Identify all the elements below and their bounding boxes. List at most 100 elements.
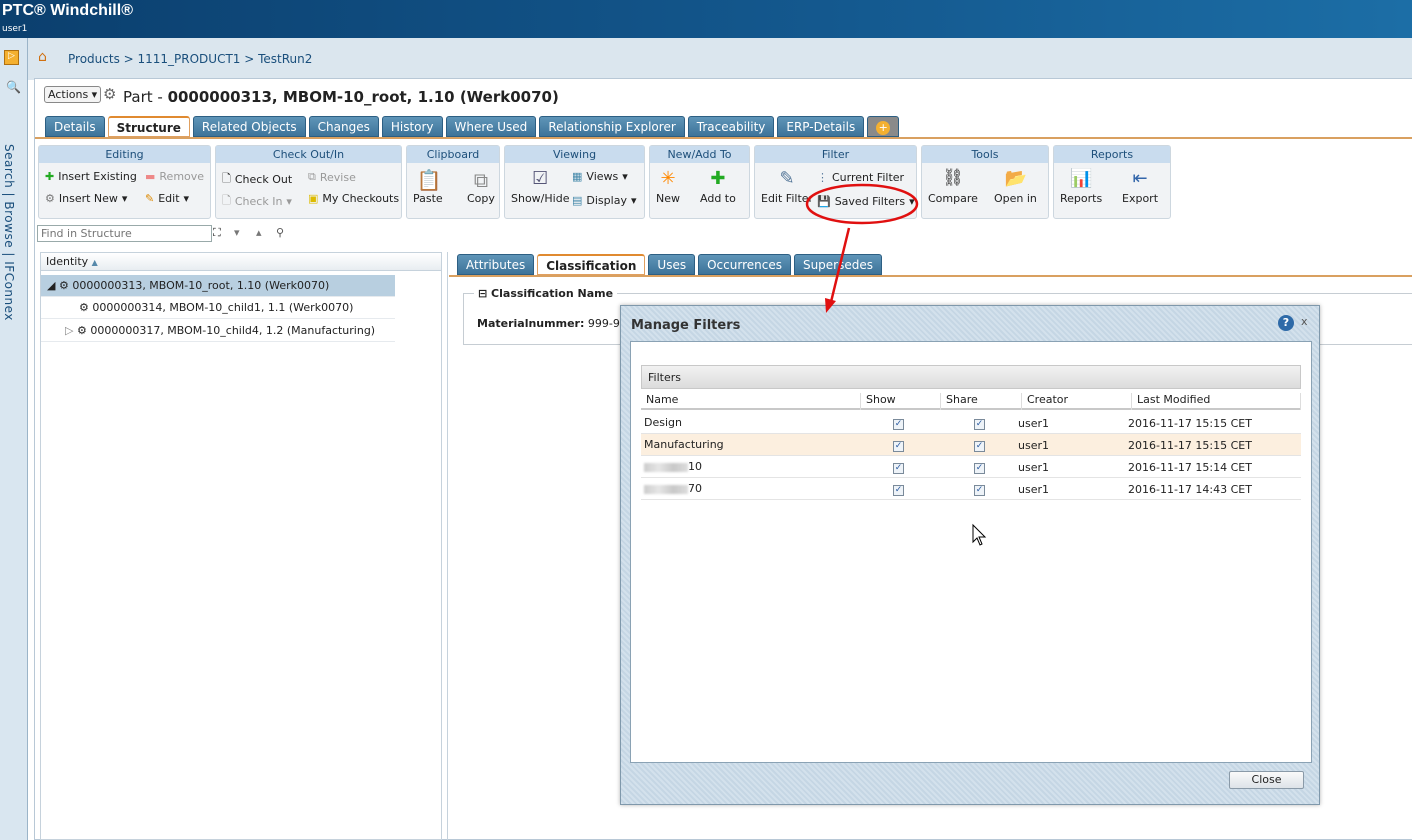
- checkout-group: Check Out/In 🗋 Check Out ⧉ Revise 🗋 Check I…: [215, 145, 402, 219]
- filter-name[interactable]: Design: [644, 416, 682, 429]
- tab-supersedes[interactable]: Supersedes: [793, 254, 882, 275]
- check-in-button[interactable]: 🗋 Check In ▾: [222, 192, 292, 211]
- classification-section-title[interactable]: ⊟ Classification Name: [474, 287, 618, 300]
- filter-show-checkbox[interactable]: ✓: [893, 485, 904, 496]
- binoculars-icon[interactable]: ⛶: [213, 226, 221, 239]
- current-filter-button[interactable]: ⋮ Current Filter: [817, 171, 904, 184]
- compare-button[interactable]: ⛓ Compare: [928, 168, 978, 205]
- user-name[interactable]: user1: [2, 24, 28, 34]
- find-previous-icon[interactable]: ▴: [256, 226, 262, 239]
- revise-button[interactable]: ⧉ Revise: [308, 170, 356, 184]
- paste-button[interactable]: 📋 Paste: [413, 168, 443, 205]
- label: Saved Filters: [834, 195, 906, 208]
- search-icon[interactable]: 🔍: [6, 80, 21, 94]
- tab-attributes[interactable]: Attributes: [457, 254, 535, 275]
- tab-classification[interactable]: Classification: [537, 254, 646, 275]
- find-next-icon[interactable]: ▾: [234, 226, 240, 239]
- column-header-show[interactable]: Show: [861, 393, 941, 410]
- new-button[interactable]: ✳ New: [656, 168, 680, 205]
- column-header-name[interactable]: Name: [641, 393, 861, 410]
- add-tab-button[interactable]: +: [867, 116, 900, 137]
- tab-details[interactable]: Details: [45, 116, 105, 137]
- open-in-button[interactable]: 📂 Open in: [994, 168, 1037, 205]
- brand-logo: PTC® Windchill®: [2, 2, 133, 19]
- filter-show-checkbox[interactable]: ✓: [893, 419, 904, 430]
- filter-share-checkbox[interactable]: ✓: [974, 419, 985, 430]
- actions-menu[interactable]: Actions ▾: [44, 86, 102, 103]
- filter-share-checkbox[interactable]: ✓: [974, 441, 985, 452]
- close-icon[interactable]: x: [1301, 315, 1308, 328]
- page-title: Part - 0000000313, MBOM-10_root, 1.10 (W…: [123, 88, 559, 106]
- column-header-share[interactable]: Share: [941, 393, 1022, 410]
- add-to-icon: ✚: [710, 168, 726, 189]
- tree-header[interactable]: Identity ▲: [41, 253, 441, 271]
- edit-button[interactable]: ✎ Edit ▾: [145, 192, 190, 205]
- add-to-button[interactable]: ✚ Add to: [700, 168, 736, 205]
- insert-existing-button[interactable]: ✚ Insert Existing: [45, 170, 137, 183]
- new-icon: ✳: [660, 168, 676, 189]
- tab-erp-details[interactable]: ERP-Details: [777, 116, 865, 137]
- column-header-last-modified[interactable]: Last Modified: [1132, 393, 1301, 410]
- expand-icon[interactable]: ▷: [65, 324, 74, 337]
- saved-filters-button[interactable]: 💾 Saved Filters ▾: [817, 195, 915, 208]
- tree-row[interactable]: ▷ ⚙ 0000000317, MBOM-10_child4, 1.2 (Man…: [41, 320, 395, 342]
- tab-structure[interactable]: Structure: [107, 116, 190, 137]
- find-in-structure-input[interactable]: [37, 225, 212, 242]
- filter-show-checkbox[interactable]: ✓: [893, 441, 904, 452]
- views-button[interactable]: ▦ Views ▾: [572, 170, 628, 183]
- display-button[interactable]: ▤ Display ▾: [572, 194, 637, 207]
- filter-name[interactable]: Manufacturing: [644, 438, 724, 451]
- revise-icon: ⧉: [308, 170, 316, 183]
- export-button[interactable]: ⇤ Export: [1122, 168, 1158, 205]
- home-icon[interactable]: ⌂: [38, 49, 47, 65]
- filter-last-modified: 2016-11-17 14:43 CET: [1128, 483, 1252, 496]
- pencil-icon: ✎: [145, 192, 155, 205]
- tree-row[interactable]: ◢ ⚙ 0000000313, MBOM-10_root, 1.10 (Werk…: [41, 275, 395, 297]
- insert-new-button[interactable]: ⚙ Insert New ▾: [45, 192, 128, 205]
- tab-history[interactable]: History: [381, 116, 443, 137]
- expand-nav-icon[interactable]: ▷: [4, 50, 19, 65]
- breadcrumb[interactable]: Products > 1111_PRODUCT1 > TestRun2: [68, 52, 313, 66]
- filter-row[interactable]: 10 ✓ ✓ user1 2016-11-17 15:14 CET: [641, 456, 1301, 478]
- my-checkouts-button[interactable]: ▣ My Checkouts: [308, 192, 399, 205]
- copy-icon: ⧉: [473, 168, 489, 192]
- tab-uses[interactable]: Uses: [648, 254, 696, 275]
- find-all-icon[interactable]: ⚲: [276, 226, 285, 239]
- editing-group: Editing ✚ Insert Existing ▬ Remove ⚙ Insert…: [38, 145, 211, 219]
- breadcrumb-bar: ⌂ Products > 1111_PRODUCT1 > TestRun2: [28, 38, 1412, 80]
- tab-related-objects[interactable]: Related Objects: [192, 116, 306, 137]
- tab-changes[interactable]: Changes: [308, 116, 379, 137]
- help-icon[interactable]: ?: [1278, 315, 1294, 331]
- tree-row-label: 0000000317, MBOM-10_child4, 1.2 (Manufac…: [90, 324, 376, 337]
- checkouts-icon: ▣: [308, 192, 319, 205]
- filter-share-checkbox[interactable]: ✓: [974, 485, 985, 496]
- close-button[interactable]: Close: [1229, 771, 1304, 789]
- column-header-creator[interactable]: Creator: [1022, 393, 1132, 410]
- filter-row[interactable]: 70 ✓ ✓ user1 2016-11-17 14:43 CET: [641, 478, 1301, 500]
- label: Export: [1122, 192, 1159, 205]
- tab-traceability[interactable]: Traceability: [687, 116, 775, 137]
- check-out-button[interactable]: 🗋 Check Out: [222, 170, 292, 189]
- show-hide-button[interactable]: ☑ Show/Hide: [511, 168, 569, 205]
- filter-name[interactable]: 70: [644, 482, 702, 495]
- copy-button[interactable]: ⧉ Copy: [467, 168, 495, 205]
- edit-filter-button[interactable]: ✎ Edit Filter: [761, 168, 813, 205]
- filter-row[interactable]: Design ✓ ✓ user1 2016-11-17 15:15 CET: [641, 412, 1301, 434]
- section-label: Classification Name: [491, 287, 614, 300]
- filter-row[interactable]: Manufacturing ✓ ✓ user1 2016-11-17 15:15 CET: [641, 434, 1301, 456]
- reports-button[interactable]: 📊 Reports: [1060, 168, 1102, 205]
- filter-creator: user1: [1018, 439, 1049, 452]
- filter-name[interactable]: 10: [644, 460, 702, 473]
- vertical-nav-links[interactable]: Search | Browse | IFConnex: [2, 144, 16, 321]
- label: Reports: [1060, 192, 1103, 205]
- remove-button[interactable]: ▬ Remove: [145, 170, 204, 183]
- filter-show-checkbox[interactable]: ✓: [893, 463, 904, 474]
- tab-where-used[interactable]: Where Used: [445, 116, 537, 137]
- label: New: [656, 192, 680, 205]
- filter-share-checkbox[interactable]: ✓: [974, 463, 985, 474]
- tab-relationship-explorer[interactable]: Relationship Explorer: [539, 116, 685, 137]
- tree-row[interactable]: ⚙ 0000000314, MBOM-10_child1, 1.1 (Werk0…: [41, 297, 395, 319]
- label: Current Filter: [832, 171, 905, 184]
- detail-tabs: Attributes Classification Uses Occurrences S…: [457, 254, 882, 275]
- tab-occurrences[interactable]: Occurrences: [698, 254, 791, 275]
